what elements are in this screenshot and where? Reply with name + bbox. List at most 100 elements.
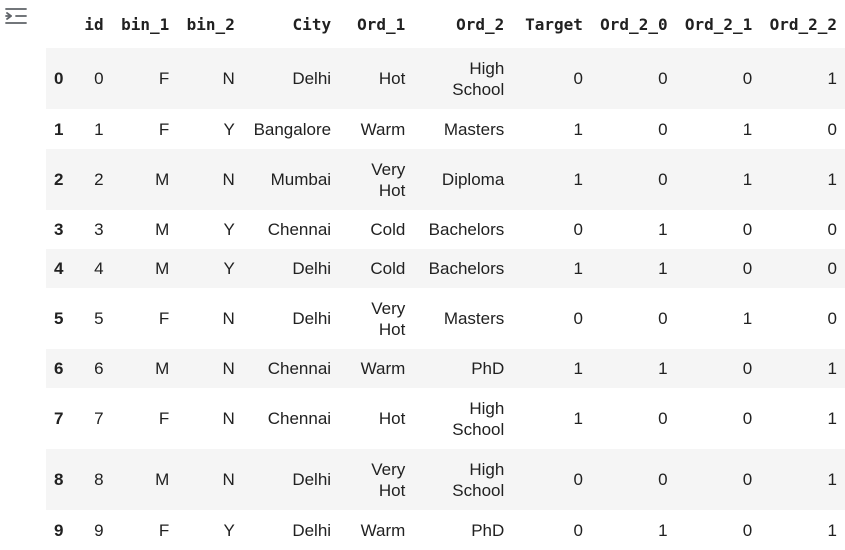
cell-value: Chennai <box>267 409 332 428</box>
cell-ord-1: Very Hot <box>339 449 413 510</box>
cell-ord-2-1: 0 <box>676 510 761 550</box>
cell-value: Y <box>223 259 235 278</box>
cell-bin-2: Y <box>177 210 243 249</box>
cell-value: 1 <box>94 119 104 139</box>
cell-id: 5 <box>75 288 112 349</box>
row-index: 4 <box>54 259 64 278</box>
cell-value: 0 <box>827 259 837 278</box>
cell-value: N <box>222 470 235 489</box>
cell-bin-1: F <box>112 510 178 550</box>
cell-value: Bachelors <box>428 220 505 239</box>
cell-value: 0 <box>658 119 668 139</box>
cell-ord-2-1: 1 <box>676 288 761 349</box>
cell-target: 0 <box>512 288 591 349</box>
cell-value: 9 <box>94 520 104 540</box>
cell-value: M <box>155 470 170 489</box>
column-header-bin-2: bin_2 <box>177 0 243 48</box>
cell-value: 1 <box>658 359 668 378</box>
cell-value: 1 <box>827 359 837 378</box>
cell-ord-2: High School <box>413 388 512 449</box>
cell-value: 0 <box>742 220 753 239</box>
cell-value: F <box>158 409 170 428</box>
cell-ord-1: Hot <box>339 388 413 449</box>
cell-value: 0 <box>573 520 583 540</box>
cell-bin-1: F <box>112 48 178 109</box>
cell-bin-1: M <box>112 210 178 249</box>
cell-ord-2-0: 0 <box>591 288 676 349</box>
cell-value: 1 <box>742 119 753 139</box>
cell-value: PhD <box>471 520 505 540</box>
cell-ord-2: PhD <box>413 510 512 550</box>
cell-ord-2-0: 1 <box>591 510 676 550</box>
cell-ord-2-1: 1 <box>676 149 761 210</box>
cell-value: 0 <box>742 470 753 489</box>
cell-ord-2-1: 0 <box>676 449 761 510</box>
cell-id: 8 <box>75 449 112 510</box>
table-row: 1 1 F Y Bangalore Warm Masters 1 0 1 0 <box>46 109 845 149</box>
cell-value: 0 <box>573 470 583 489</box>
cell-ord-2-0: 0 <box>591 149 676 210</box>
table-row: 4 4 M Y Delhi Cold Bachelors 1 1 0 0 <box>46 249 845 288</box>
cell-ord-2-1: 0 <box>676 349 761 388</box>
cell-value: High School <box>452 459 505 500</box>
cell-value: 0 <box>658 470 668 489</box>
cell-city: Chennai <box>243 210 339 249</box>
cell-ord-1: Hot <box>339 48 413 109</box>
column-header-ord-2-1: Ord_2_1 <box>675 0 761 48</box>
collapse-output-button[interactable] <box>3 4 29 28</box>
cell-id: 7 <box>75 388 112 449</box>
cell-ord-1: Warm <box>339 510 413 550</box>
cell-ord-2-1: 0 <box>676 388 761 449</box>
cell-bin-2: Y <box>177 510 243 550</box>
cell-value: N <box>222 409 235 428</box>
cell-id: 4 <box>75 249 112 288</box>
cell-target: 0 <box>512 449 591 510</box>
cell-value: 7 <box>94 409 104 428</box>
row-index: 1 <box>54 119 64 139</box>
cell-value: Masters <box>443 119 505 139</box>
cell-target: 0 <box>512 210 591 249</box>
cell-value: Chennai <box>267 359 332 378</box>
cell-bin-2: Y <box>177 249 243 288</box>
cell-ord-2-0: 0 <box>591 109 676 149</box>
cell-value: Delhi <box>292 309 332 328</box>
cell-value: PhD <box>471 359 505 378</box>
cell-city: Chennai <box>243 388 339 449</box>
cell-value: High School <box>452 398 505 439</box>
cell-bin-1: F <box>112 109 178 149</box>
cell-target: 1 <box>512 388 591 449</box>
cell-value: 0 <box>658 69 668 88</box>
cell-id: 6 <box>75 349 112 388</box>
cell-value: 1 <box>742 309 753 328</box>
cell-value: Very Hot <box>371 459 406 500</box>
collapse-output-icon <box>5 8 27 24</box>
table-row: 3 3 M Y Chennai Cold Bachelors 0 1 0 0 <box>46 210 845 249</box>
table-body: 0 0 F N Delhi Hot High School 0 0 0 1 1 1 F Y Bangalore… <box>46 48 845 550</box>
cell-value: 0 <box>573 220 583 239</box>
row-index: 8 <box>54 470 64 489</box>
cell-value: F <box>158 309 170 328</box>
column-header-bin-1: bin_1 <box>111 0 178 48</box>
cell-ord-1: Cold <box>339 249 413 288</box>
column-header-target: Target <box>512 0 591 48</box>
cell-city: Delhi <box>243 249 339 288</box>
cell-ord-2: PhD <box>413 349 512 388</box>
cell-value: 0 <box>742 259 753 278</box>
column-header-id: id <box>75 0 112 48</box>
cell-value: 1 <box>827 520 837 540</box>
cell-bin-2: N <box>177 388 243 449</box>
cell-city: Chennai <box>243 349 339 388</box>
cell-city: Bangalore <box>243 109 339 149</box>
cell-bin-2: N <box>177 288 243 349</box>
cell-value: 1 <box>827 409 837 428</box>
cell-value: N <box>222 359 235 378</box>
cell-value: F <box>158 119 170 139</box>
cell-value: Hot <box>378 409 406 428</box>
cell-ord-2-1: 1 <box>676 109 761 149</box>
cell-value: Very Hot <box>371 298 406 339</box>
cell-ord-2-0: 1 <box>591 349 676 388</box>
output-gutter <box>0 0 40 541</box>
cell-value: Cold <box>370 259 406 278</box>
cell-target: 1 <box>512 109 591 149</box>
cell-value: N <box>222 170 235 189</box>
